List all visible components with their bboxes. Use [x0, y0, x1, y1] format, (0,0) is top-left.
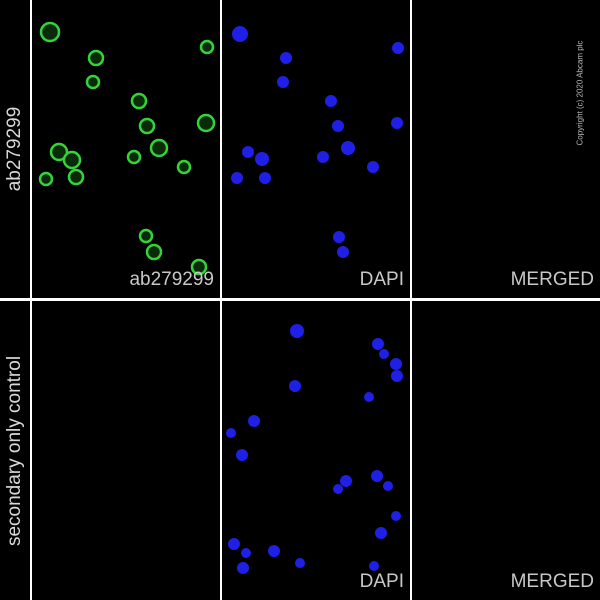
nucleus	[379, 349, 389, 359]
nucleus	[277, 76, 289, 88]
micrograph-image	[231, 26, 404, 258]
row-label-text: secondary only control	[4, 355, 25, 546]
nucleus	[280, 52, 292, 64]
nucleus	[340, 475, 352, 487]
nucleus	[391, 117, 403, 129]
nucleus	[237, 562, 249, 574]
micrograph-image	[38, 21, 216, 276]
cell	[130, 92, 148, 110]
nucleus	[371, 470, 383, 482]
cell	[62, 150, 82, 170]
nucleus	[255, 152, 269, 166]
nucleus	[226, 428, 236, 438]
nucleus	[241, 548, 251, 558]
panel-label: MERGED	[510, 269, 594, 290]
cell	[67, 168, 85, 186]
cell	[126, 149, 142, 165]
panel-ab279299-merged: MERGED Copyright (c) 2020 Abcam plc	[412, 0, 600, 298]
cell	[196, 113, 216, 133]
panel-control-merged: MERGED	[412, 301, 600, 600]
nucleus	[333, 231, 345, 243]
cell	[176, 159, 192, 175]
cell	[138, 117, 156, 135]
nucleus	[317, 151, 329, 163]
nucleus	[375, 527, 387, 539]
nucleus	[290, 324, 304, 338]
panel-control-green	[32, 301, 220, 600]
cell	[87, 49, 105, 67]
cell	[85, 74, 101, 90]
cell	[190, 258, 208, 276]
nucleus	[333, 484, 343, 494]
nucleus	[392, 42, 404, 54]
nucleus	[268, 545, 280, 557]
nucleus	[369, 561, 379, 571]
nucleus	[337, 246, 349, 258]
nucleus	[242, 146, 254, 158]
cell	[138, 228, 154, 244]
row-label-secondary-control: secondary only control	[0, 301, 30, 600]
nucleus	[332, 120, 344, 132]
nucleus	[364, 392, 374, 402]
nucleus	[391, 511, 401, 521]
nucleus	[232, 26, 248, 42]
panel-label: DAPI	[359, 269, 404, 290]
cell	[149, 138, 169, 158]
nucleus	[289, 380, 301, 392]
cell	[199, 39, 215, 55]
cell	[145, 243, 163, 261]
row-label-ab279299: ab279299	[0, 0, 30, 298]
cell	[39, 21, 61, 43]
nucleus	[383, 481, 393, 491]
panel-control-dapi: DAPI	[222, 301, 410, 600]
nucleus	[248, 415, 260, 427]
panel-ab279299-green: ab279299	[32, 0, 220, 298]
nucleus	[231, 172, 243, 184]
micrograph-image	[412, 0, 600, 298]
micrograph-image	[226, 324, 403, 574]
nucleus	[390, 358, 402, 370]
copyright-text: Copyright (c) 2020 Abcam plc	[575, 40, 585, 146]
nucleus	[341, 141, 355, 155]
micrograph-image	[412, 301, 600, 600]
nucleus	[259, 172, 271, 184]
nucleus	[228, 538, 240, 550]
nucleus	[372, 338, 384, 350]
nucleus	[236, 449, 248, 461]
cell	[38, 171, 54, 187]
panel-label: DAPI	[359, 571, 404, 592]
nucleus	[295, 558, 305, 568]
nucleus	[325, 95, 337, 107]
panel-label: ab279299	[129, 269, 214, 290]
row-label-text: ab279299	[4, 106, 25, 192]
nucleus	[367, 161, 379, 173]
nucleus	[391, 370, 403, 382]
panel-label: MERGED	[510, 571, 594, 592]
cell	[49, 142, 69, 162]
panel-ab279299-dapi: DAPI	[222, 0, 410, 298]
